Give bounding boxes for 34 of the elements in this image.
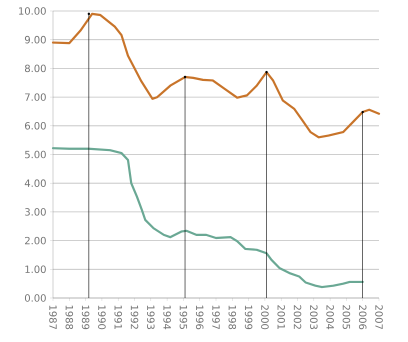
y-tick-label: 10.00 bbox=[19, 7, 46, 15]
x-tick-label: 1992 bbox=[130, 306, 138, 329]
y-tick-label: 7.00 bbox=[25, 93, 46, 101]
y-tick-label: 3.00 bbox=[25, 208, 46, 216]
y-tick-label: 8.00 bbox=[24, 64, 46, 72]
x-tick-label: 2001 bbox=[277, 305, 285, 329]
y-tick-label: 4.00 bbox=[24, 179, 46, 187]
x-tick-label: 1999 bbox=[244, 306, 252, 330]
x-tick-label: 1991 bbox=[114, 306, 122, 329]
x-tick-label: 1989 bbox=[82, 306, 90, 330]
line-series bbox=[52, 12, 380, 138]
x-tick-label: 1997 bbox=[212, 306, 220, 330]
y-tick-label: 5.00 bbox=[25, 150, 46, 158]
x-tick-label: 2005 bbox=[342, 305, 350, 329]
x-tick-label: 1994 bbox=[163, 306, 171, 330]
x-tick-label: 1987 bbox=[49, 306, 57, 330]
y-tick-label: 6.00 bbox=[25, 122, 46, 130]
x-tick-label: 2000 bbox=[261, 305, 269, 330]
x-tick-label: 1990 bbox=[98, 306, 106, 330]
x-tick-label: 1995 bbox=[180, 306, 188, 329]
x-tick-label: 2007 bbox=[375, 305, 383, 330]
y-tick-label: 1.00 bbox=[25, 266, 46, 274]
y-tick-label: 2.00 bbox=[25, 236, 46, 244]
x-tick-label: 1993 bbox=[147, 306, 155, 330]
x-tick-label: 2002 bbox=[294, 305, 302, 329]
y-tick-label: 9.00 bbox=[24, 36, 46, 44]
x-tick-label: 2003 bbox=[310, 305, 318, 330]
y-tick-label: 0.00 bbox=[24, 294, 46, 302]
x-tick-label: 1988 bbox=[66, 306, 74, 330]
x-tick-label: 2004 bbox=[326, 305, 334, 330]
x-tick-label: 1996 bbox=[196, 306, 204, 330]
x-tick-label: 2006 bbox=[358, 305, 366, 330]
line-series bbox=[52, 147, 364, 288]
x-tick-label: 1998 bbox=[228, 306, 236, 330]
